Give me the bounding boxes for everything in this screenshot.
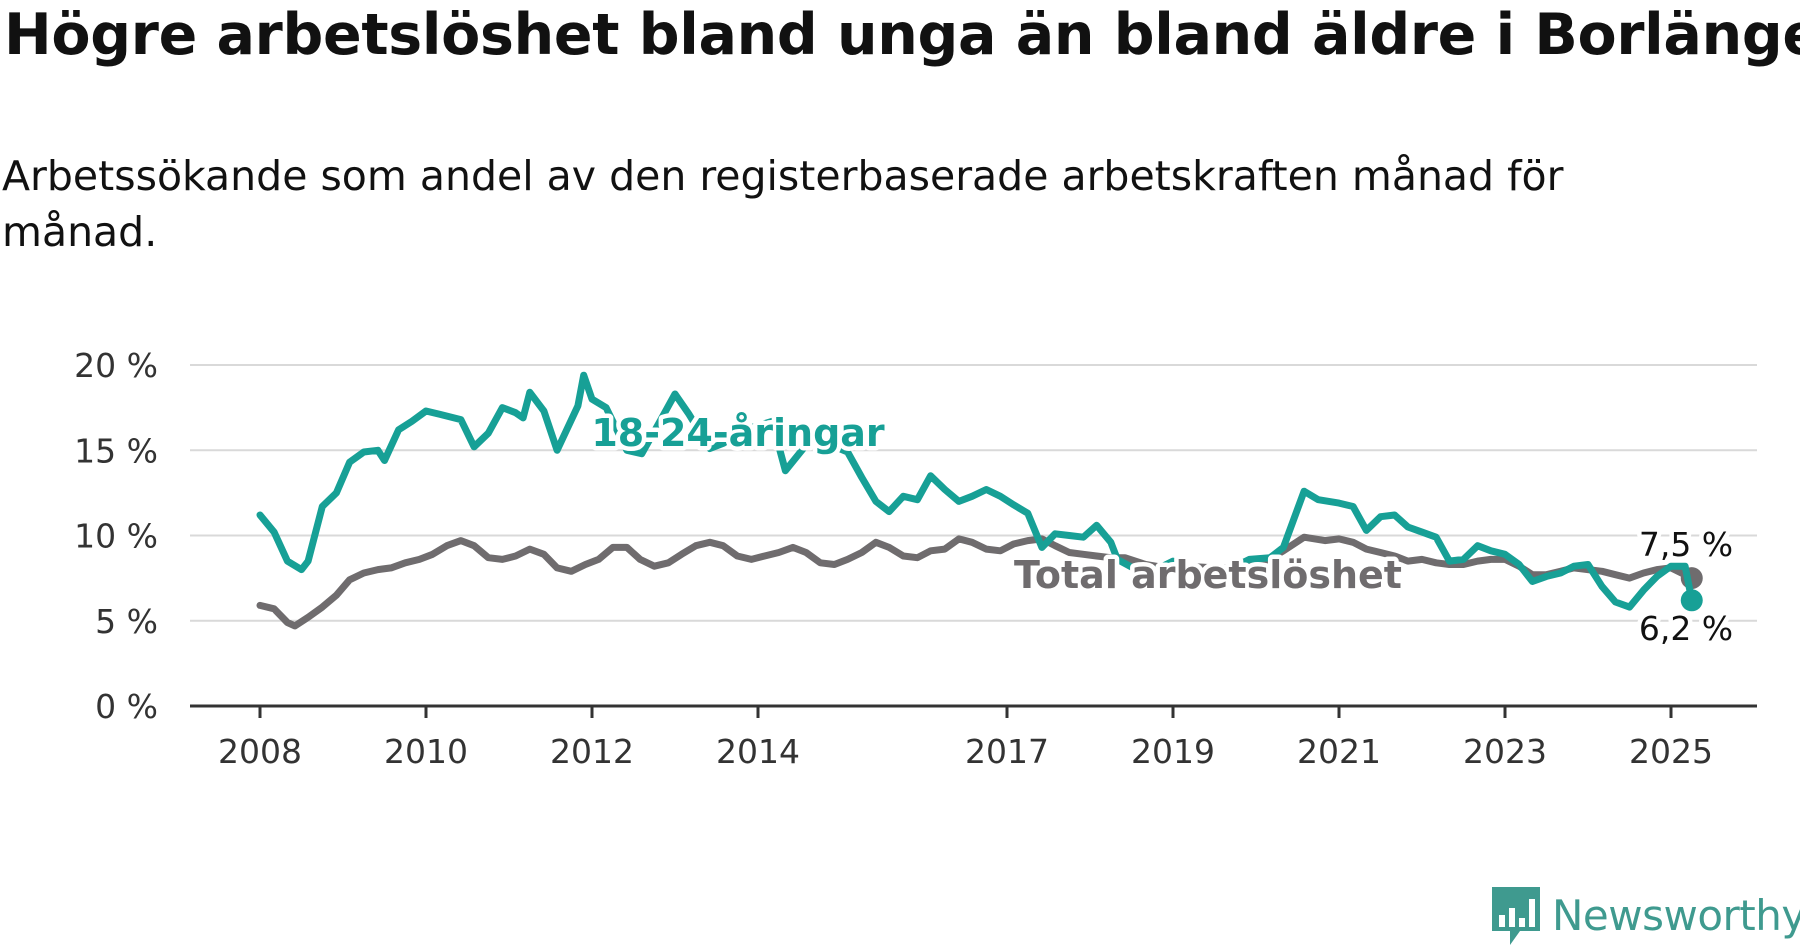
gridlines	[190, 364, 1757, 708]
series-labels: 18-24-åringar Total arbetslöshet 7,5 % 6,2 …	[587, 407, 1738, 653]
y-tick-label: 10 %	[74, 517, 158, 556]
y-axis-tick-labels: 0 % 5 % 10 % 15 % 20 %	[74, 346, 158, 726]
brand-name: Newsworthy	[1552, 891, 1800, 940]
x-tick-label: 2025	[1629, 732, 1713, 771]
series-label-total: Total arbetslöshet	[1014, 553, 1402, 597]
x-tick-label: 2010	[384, 732, 468, 771]
x-tick-label: 2019	[1131, 732, 1215, 771]
y-tick-label: 15 %	[74, 431, 158, 470]
series-line-1	[256, 533, 1696, 630]
bar-chart-speech-bubble-icon	[1492, 887, 1540, 945]
x-tick-label: 2008	[218, 732, 302, 771]
x-tick-label: 2012	[550, 732, 634, 771]
chart-subtitle: Arbetssökande som andel av den registerb…	[2, 152, 1564, 256]
y-tick-label: 20 %	[74, 346, 158, 385]
chart-title: Högre arbetslöshet bland unga än bland ä…	[4, 2, 1800, 68]
series-label-youth: 18-24-åringar	[591, 411, 885, 455]
end-value-label-youth: 6,2 %	[1639, 609, 1733, 648]
series-line-0	[256, 371, 1696, 611]
end-value-label-total: 7,5 %	[1639, 525, 1733, 564]
newsworthy-logo: Newsworthy	[1490, 887, 1800, 948]
x-tick-label: 2017	[965, 732, 1049, 771]
y-tick-label: 5 %	[95, 602, 158, 641]
y-tick-label: 0 %	[95, 687, 158, 726]
x-tick-label: 2023	[1463, 732, 1547, 771]
series-lines	[256, 371, 1703, 630]
x-axis-tick-labels: 2008 2010 2012 2014 2017 2019 2021 2023 2025	[218, 706, 1713, 771]
x-tick-label: 2014	[716, 732, 800, 771]
series-end-point-0	[1680, 589, 1703, 612]
x-tick-label: 2021	[1297, 732, 1381, 771]
